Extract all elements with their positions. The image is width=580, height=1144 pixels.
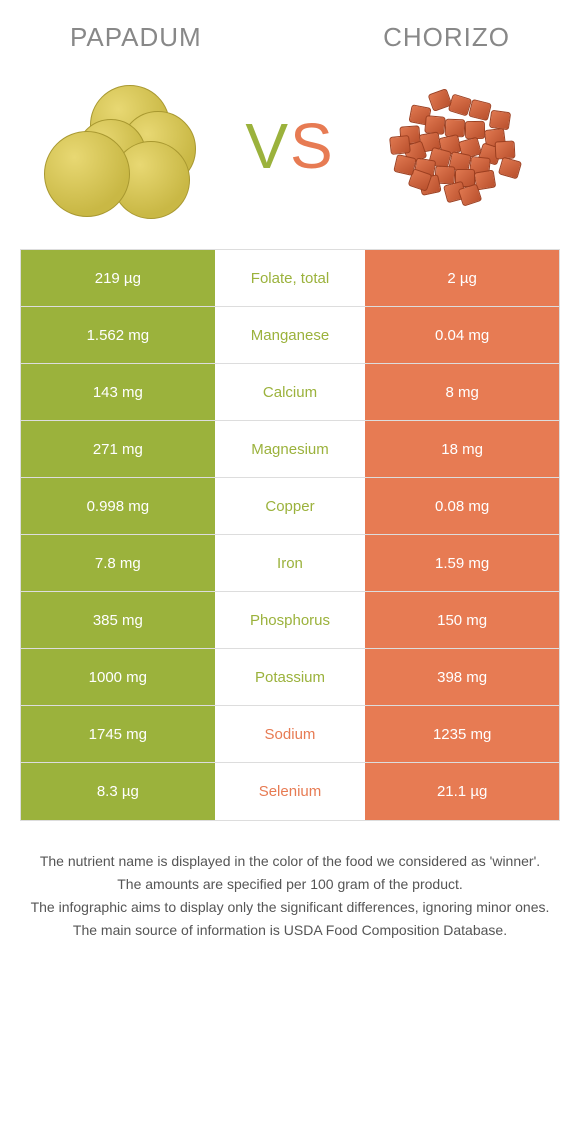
left-value: 1.562 mg xyxy=(21,307,215,363)
left-value: 271 mg xyxy=(21,421,215,477)
nutrient-label: Calcium xyxy=(215,364,366,420)
table-row: 143 mgCalcium8 mg xyxy=(21,364,559,421)
food-left-title: Papadum xyxy=(70,22,202,53)
footnote-line: The amounts are specified per 100 gram o… xyxy=(30,874,550,895)
vs-label: VS xyxy=(245,109,334,183)
left-value: 1745 mg xyxy=(21,706,215,762)
table-row: 1000 mgPotassium398 mg xyxy=(21,649,559,706)
right-value: 0.08 mg xyxy=(365,478,559,534)
right-value: 1235 mg xyxy=(365,706,559,762)
table-row: 1.562 mgManganese0.04 mg xyxy=(21,307,559,364)
nutrient-label: Potassium xyxy=(215,649,366,705)
footnote-line: The nutrient name is displayed in the co… xyxy=(30,851,550,872)
footnote-line: The main source of information is USDA F… xyxy=(30,920,550,941)
table-row: 0.998 mgCopper0.08 mg xyxy=(21,478,559,535)
left-value: 0.998 mg xyxy=(21,478,215,534)
right-value: 0.04 mg xyxy=(365,307,559,363)
nutrient-table: 219 µgFolate, total2 µg1.562 mgManganese… xyxy=(20,249,560,821)
table-row: 1745 mgSodium1235 mg xyxy=(21,706,559,763)
nutrient-label: Selenium xyxy=(215,763,366,820)
left-value: 385 mg xyxy=(21,592,215,648)
left-value: 8.3 µg xyxy=(21,763,215,820)
table-row: 271 mgMagnesium18 mg xyxy=(21,421,559,478)
nutrient-label: Manganese xyxy=(215,307,366,363)
nutrient-label: Folate, total xyxy=(215,250,366,306)
nutrient-label: Copper xyxy=(215,478,366,534)
right-value: 18 mg xyxy=(365,421,559,477)
right-value: 150 mg xyxy=(365,592,559,648)
left-value: 1000 mg xyxy=(21,649,215,705)
right-value: 1.59 mg xyxy=(365,535,559,591)
nutrient-label: Magnesium xyxy=(215,421,366,477)
papadum-image xyxy=(30,71,210,221)
vs-v: V xyxy=(245,110,290,182)
table-row: 8.3 µgSelenium21.1 µg xyxy=(21,763,559,820)
nutrient-label: Iron xyxy=(215,535,366,591)
chorizo-image xyxy=(370,71,550,221)
right-value: 8 mg xyxy=(365,364,559,420)
left-value: 219 µg xyxy=(21,250,215,306)
table-row: 385 mgPhosphorus150 mg xyxy=(21,592,559,649)
nutrient-label: Phosphorus xyxy=(215,592,366,648)
vs-s: S xyxy=(290,110,335,182)
right-value: 21.1 µg xyxy=(365,763,559,820)
right-value: 398 mg xyxy=(365,649,559,705)
right-value: 2 µg xyxy=(365,250,559,306)
vs-row: VS xyxy=(0,61,580,241)
left-value: 7.8 mg xyxy=(21,535,215,591)
left-value: 143 mg xyxy=(21,364,215,420)
food-right-title: Chorizo xyxy=(383,22,510,53)
footnote-line: The infographic aims to display only the… xyxy=(30,897,550,918)
footnotes: The nutrient name is displayed in the co… xyxy=(30,851,550,941)
table-row: 219 µgFolate, total2 µg xyxy=(21,250,559,307)
header: Papadum Chorizo xyxy=(0,0,580,61)
nutrient-label: Sodium xyxy=(215,706,366,762)
table-row: 7.8 mgIron1.59 mg xyxy=(21,535,559,592)
